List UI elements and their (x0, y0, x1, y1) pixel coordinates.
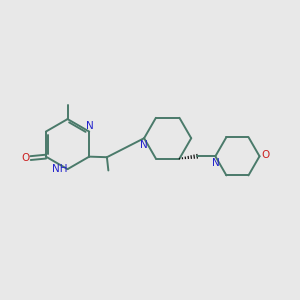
Text: O: O (21, 153, 30, 163)
Text: O: O (261, 150, 269, 160)
Text: N: N (140, 140, 147, 150)
Text: N: N (86, 121, 94, 131)
Text: N: N (212, 158, 220, 168)
Text: NH: NH (52, 164, 67, 174)
